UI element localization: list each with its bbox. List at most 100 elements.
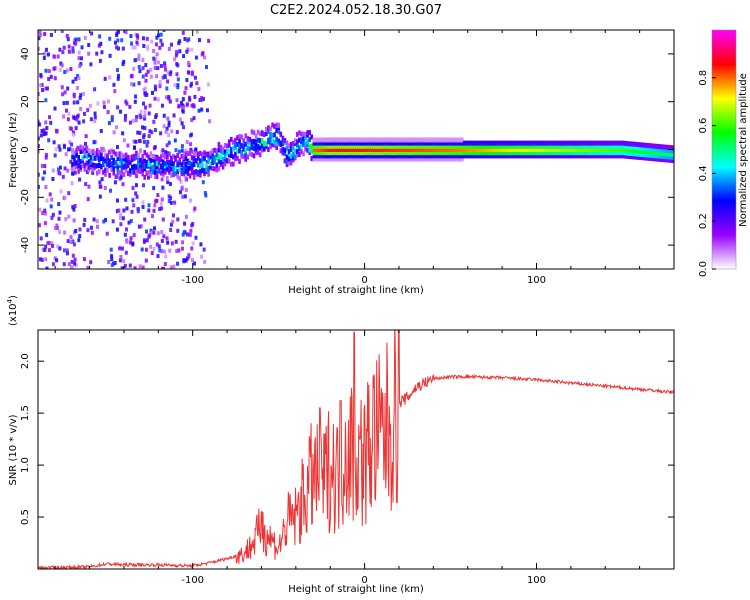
spectrogram-cell — [47, 77, 51, 82]
spectrogram-cell — [392, 140, 396, 146]
spectrogram-cell — [183, 90, 187, 95]
spectrogram-cell — [322, 137, 326, 143]
spectrogram-cell — [566, 153, 569, 159]
snr-ytick-label: 2.0 — [20, 353, 31, 369]
spectrogram-cell — [650, 152, 654, 158]
spectrogram-cell — [95, 170, 99, 176]
spectrogram-cell — [553, 140, 557, 146]
spectrogram-cell — [190, 223, 194, 228]
spectrogram-cell — [584, 150, 588, 156]
spectrogram-cell — [440, 153, 444, 159]
spectrogram-cell — [535, 150, 538, 156]
spectrogram-cell — [62, 248, 66, 253]
spectrogram-cell — [82, 111, 86, 116]
spectrogram-cell — [156, 97, 160, 102]
spectrogram-cell — [184, 214, 188, 219]
spectrogram-cell — [250, 144, 254, 150]
spectrogram-cell — [176, 83, 180, 88]
spectrogram-cell — [190, 149, 194, 154]
spectrogram-cell — [73, 150, 76, 156]
spectrogram-cell — [390, 140, 394, 146]
spectrogram-cell — [138, 139, 142, 144]
spectrogram-cell — [413, 143, 417, 149]
spectrogram-cell — [461, 150, 464, 156]
spectrogram-cell — [150, 251, 154, 256]
spectrogram-cell — [522, 153, 526, 159]
spectrogram-cell — [169, 42, 173, 47]
spectrogram-cell — [43, 221, 47, 226]
spectrogram-cell — [452, 147, 456, 152]
spectrogram-cell — [166, 79, 170, 84]
spectrogram-cell — [71, 166, 74, 172]
spectrogram-cell — [155, 161, 159, 167]
spectrogram-cell — [293, 154, 297, 160]
spectrogram-cell — [95, 148, 99, 154]
spectrogram-cell — [590, 140, 594, 146]
spectrogram-cell — [636, 151, 639, 157]
spectrogram-cell — [378, 147, 382, 152]
spectrogram-cell — [153, 96, 157, 101]
spectrogram-cell — [110, 161, 113, 167]
spectrogram-cell — [481, 140, 485, 146]
spectrogram-cell — [333, 153, 336, 159]
spectrogram-cell — [644, 142, 648, 148]
spectrogram-cell — [564, 140, 567, 146]
spectrogram-cell — [349, 156, 353, 162]
spectrogram-cell — [329, 137, 332, 143]
spectrogram-cell — [252, 139, 256, 145]
spectrogram-cell — [349, 143, 353, 149]
spectrogram-cell — [329, 140, 332, 146]
spectrogram-cell — [351, 150, 355, 156]
spectrogram-cell — [44, 155, 48, 160]
spectrogram-cell — [397, 147, 400, 152]
spectrogram-cell — [98, 180, 102, 185]
spectrogram-cell — [663, 154, 666, 160]
spectrogram-cell — [167, 194, 171, 199]
spectrogram-cell — [137, 81, 141, 86]
spectrogram-cell — [621, 153, 625, 159]
spectrogram-cell — [491, 143, 495, 149]
spectrogram-cell — [452, 156, 456, 162]
spectrogram-cell — [93, 155, 97, 161]
spectrogram-cell — [223, 156, 227, 162]
spectrogram-cell — [324, 140, 328, 146]
spectrogram-cell — [467, 153, 470, 159]
spectrogram-cell — [102, 156, 105, 162]
spectrogram-cell — [654, 153, 658, 159]
spectrogram-cell — [508, 143, 512, 149]
spectrogram-cell — [384, 153, 388, 159]
spectrogram-cell — [155, 242, 159, 247]
spectrogram-cell — [248, 151, 252, 157]
spectrogram-cell — [512, 143, 516, 149]
spectrogram-cell — [516, 153, 520, 159]
spectrogram-cell — [43, 164, 47, 169]
spectrogram-cell — [149, 244, 153, 249]
spectrogram-cell — [318, 137, 322, 143]
spectrogram-cell — [160, 230, 164, 235]
spectrogram-cell — [648, 152, 652, 158]
spectrogram-cell — [580, 143, 584, 149]
spectrogram-cell — [430, 153, 433, 159]
spectrogram-cell — [524, 153, 528, 159]
spectrogram-cell — [448, 147, 452, 152]
spectrogram-cell — [211, 165, 215, 171]
spectrogram-cell — [146, 139, 150, 144]
spectrogram-cell — [320, 153, 324, 159]
spectrogram-cell — [599, 147, 602, 152]
spectrogram-cell — [152, 246, 156, 251]
spectrogram-cell — [456, 153, 460, 159]
spectrogram-cell — [543, 143, 547, 149]
spectrogram-cell — [167, 96, 171, 101]
spectrogram-cell — [269, 144, 272, 150]
spectrogram-cell — [198, 38, 202, 43]
spectrogram-cell — [564, 150, 567, 156]
spectrogram-cell — [595, 153, 598, 159]
spectrogram-cell — [502, 150, 505, 156]
spectrogram-cell — [359, 137, 363, 143]
spectrogram-cell — [316, 137, 320, 143]
spectrogram-cell — [450, 156, 454, 162]
spectrogram-cell — [104, 158, 107, 164]
spectrogram-cell — [187, 37, 191, 42]
spectrogram-cell — [359, 153, 363, 159]
spectrogram-cell — [578, 147, 582, 152]
